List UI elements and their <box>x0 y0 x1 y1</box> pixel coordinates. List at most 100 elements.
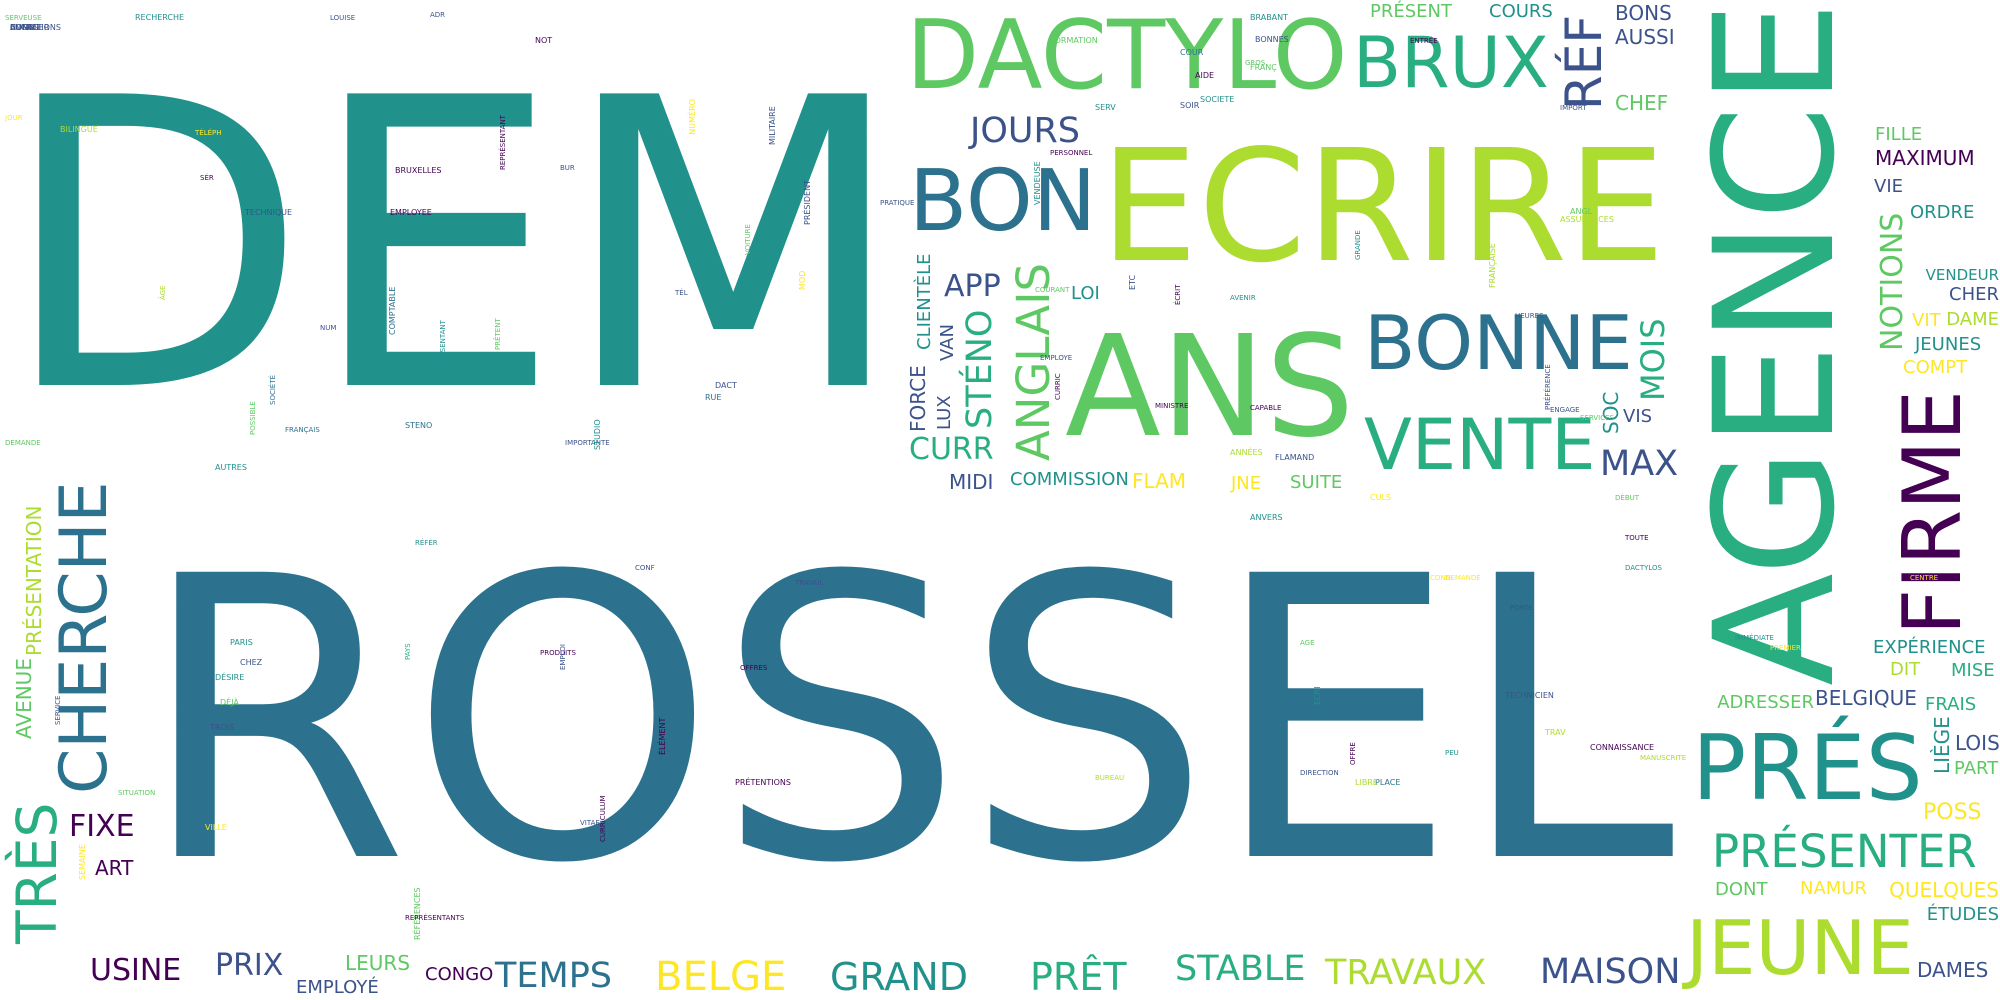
cloud-word: MAX <box>1600 444 1678 484</box>
cloud-word: PAYS <box>404 643 412 660</box>
cloud-word: DÉSIRE <box>215 671 244 682</box>
cloud-word: NUMÉRO <box>686 99 697 135</box>
cloud-word: OFFRE <box>1349 742 1357 765</box>
cloud-word: VENDEUR <box>1926 266 1999 284</box>
cloud-word: CONDITIONS <box>10 23 61 32</box>
cloud-word: PRÊTENT <box>493 318 502 350</box>
cloud-word: PRATIQUE <box>880 199 914 207</box>
cloud-word: REPRESENTANT <box>439 319 447 375</box>
cloud-word: ETC <box>1128 275 1137 290</box>
cloud-word: GRANDE <box>1354 230 1362 260</box>
cloud-word: STABLE <box>1175 949 1305 989</box>
cloud-word: ÉLÉMENT <box>656 717 667 755</box>
cloud-word: ANS <box>1065 306 1354 469</box>
cloud-word: SOIR <box>1180 101 1200 110</box>
cloud-word: FRANÇAIS <box>285 426 320 434</box>
cloud-word: VOITURE <box>744 224 752 255</box>
cloud-word: AGENCE <box>1679 1 1871 686</box>
cloud-word: COURANT <box>1035 286 1070 294</box>
cloud-word: FORCE <box>906 365 930 432</box>
cloud-word: MILITAIRE <box>768 106 777 145</box>
cloud-word: FRAIS <box>1925 694 1976 715</box>
cloud-word: BONS <box>1615 1 1672 25</box>
cloud-word: COMPTABLE <box>388 287 397 335</box>
cloud-word: TRAVAUX <box>1324 953 1486 993</box>
cloud-word: FIXE <box>69 809 135 844</box>
cloud-word: SEMAINE <box>78 844 87 880</box>
cloud-word: EMPLOYÉ <box>296 976 379 998</box>
cloud-word: STUDIO <box>593 419 602 450</box>
cloud-word: IMPORTANTE <box>565 439 610 447</box>
cloud-word: BRUX <box>1353 22 1549 104</box>
cloud-word: FLAMAND <box>1275 453 1314 462</box>
cloud-word: JEUNES <box>1914 334 1981 355</box>
cloud-word: MAXIMUM <box>1875 146 1975 170</box>
cloud-word: HOMME <box>10 23 41 32</box>
cloud-word: SOC <box>1599 392 1623 434</box>
cloud-word: PRÉSENTATION <box>22 506 46 657</box>
cloud-word: PRÉSIDENT <box>801 180 812 225</box>
cloud-word: AUSSI <box>1615 25 1675 49</box>
cloud-word: PRIX <box>215 948 283 983</box>
cloud-word: POSSIBLE <box>249 401 257 435</box>
cloud-word: NAMUR <box>1800 878 1867 899</box>
cloud-word: REPRÉSENTANT <box>498 114 507 170</box>
cloud-word: NOT <box>535 36 552 45</box>
cloud-word: USINE <box>90 953 181 988</box>
cloud-word: VENDEUSE <box>1033 161 1042 205</box>
cloud-word: ÉTUDES <box>1927 903 1999 925</box>
cloud-word: CONN <box>1430 574 1451 582</box>
cloud-word: SERVEUSE <box>5 14 42 22</box>
cloud-word: DACTYLO <box>906 1 1348 111</box>
cloud-word: TOUTE <box>1624 534 1649 542</box>
cloud-word: SERVICES <box>1580 414 1615 422</box>
cloud-word: ART <box>95 856 134 880</box>
cloud-word: EMPLOI <box>559 644 567 670</box>
cloud-word: NUM <box>320 324 336 332</box>
cloud-word: VIS <box>1623 406 1652 427</box>
cloud-word: DAMES <box>1917 958 1988 982</box>
cloud-word: TROIS <box>209 723 234 732</box>
cloud-word: CHERCHE <box>47 481 122 794</box>
cloud-word: SERVICE <box>54 695 62 725</box>
cloud-word: IMPORT <box>1560 104 1587 112</box>
cloud-word: TRÈS <box>5 803 69 945</box>
cloud-word: FRANÇAISE <box>1488 243 1497 288</box>
cloud-word: SUITE <box>1290 472 1342 493</box>
cloud-word: ANVERS <box>1250 513 1283 522</box>
cloud-word: ANGLAIS <box>1007 263 1060 461</box>
cloud-word: MISE <box>1951 660 1995 681</box>
cloud-word: PART <box>1954 758 1999 779</box>
cloud-word: ORDRE <box>1910 202 1974 223</box>
cloud-word: JNE <box>1230 473 1261 494</box>
cloud-word: VITAE <box>580 819 600 827</box>
cloud-word: ROSSEL <box>138 494 1677 948</box>
cloud-word: PREMIER <box>1770 644 1801 652</box>
cloud-word: PRODUITS <box>540 649 576 657</box>
cloud-word: CHER <box>1949 284 1999 305</box>
cloud-word: CAPABLE <box>1250 404 1281 412</box>
cloud-word: DEMANDÉ <box>1445 573 1481 582</box>
cloud-word: MIDI <box>949 470 993 494</box>
cloud-word: COMMISSION <box>1010 469 1129 490</box>
cloud-word: QUELQUES <box>1889 878 1999 902</box>
cloud-word: EMPLOYE <box>1040 354 1072 362</box>
cloud-word: RECHERCHE <box>135 13 184 22</box>
cloud-word: BRUXELLES <box>395 166 441 175</box>
cloud-word: VAN <box>937 324 958 361</box>
cloud-word: POSS <box>1923 800 1982 825</box>
cloud-word: JEUNE <box>1682 904 1914 992</box>
cloud-word: HEURES <box>1515 312 1544 320</box>
cloud-word: PRÉS <box>1692 714 1923 821</box>
cloud-word: SERV <box>1095 103 1116 112</box>
cloud-word: TRAV <box>1544 728 1566 737</box>
cloud-word: RÉF <box>1554 15 1613 110</box>
cloud-word: ECRIRE <box>1100 116 1665 297</box>
cloud-word: CULS <box>1370 493 1391 502</box>
cloud-word: DÉBUT <box>1615 493 1640 502</box>
cloud-word: OFFRES <box>740 664 768 672</box>
cloud-word: ECRI <box>1313 686 1322 705</box>
cloud-word: CURRICULUM <box>599 795 607 842</box>
cloud-word: PLACE <box>1375 778 1400 787</box>
